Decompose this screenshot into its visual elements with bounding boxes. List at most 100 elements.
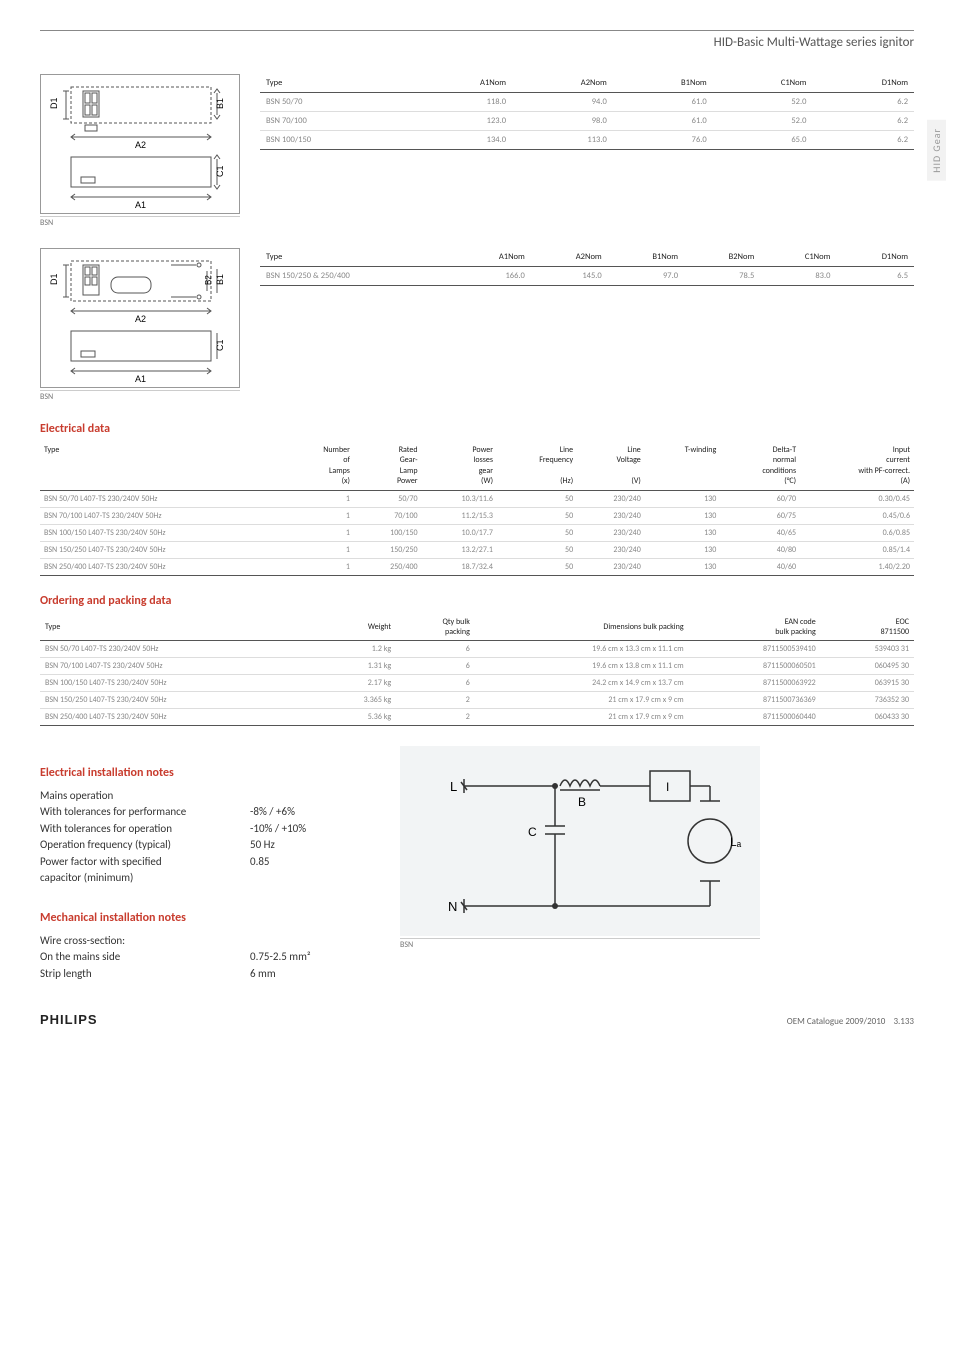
table-cell: BSN 100/150 bbox=[260, 131, 411, 150]
table-cell: 83.0 bbox=[760, 267, 836, 286]
label-c1-2: C1 bbox=[215, 339, 225, 351]
label-d1: D1 bbox=[49, 97, 59, 109]
table-cell: BSN 250/400 L407-TS 230/240V 50Hz bbox=[40, 708, 317, 725]
table-row: BSN 70/100 L407-TS 230/240V 50Hz170/1001… bbox=[40, 507, 914, 524]
table-cell: 60/75 bbox=[720, 507, 800, 524]
table-cell: 134.0 bbox=[411, 131, 512, 150]
spec-label: With tolerances for operation bbox=[40, 821, 250, 838]
label-a1-2: A1 bbox=[135, 374, 146, 384]
label-b1: B1 bbox=[215, 98, 225, 109]
table-cell: 130 bbox=[645, 490, 720, 507]
table-cell: 130 bbox=[645, 541, 720, 558]
table-cell: 19.6 cm x 13.3 cm x 11.1 cm bbox=[475, 640, 689, 657]
table-cell: 736352 30 bbox=[821, 691, 914, 708]
spec-value: 0.85 bbox=[250, 854, 270, 871]
table-cell: 50 bbox=[497, 507, 577, 524]
table-cell: 50 bbox=[497, 490, 577, 507]
table-header: Weight bbox=[317, 614, 396, 641]
table-cell: 230/240 bbox=[577, 541, 645, 558]
table-cell: 2.17 kg bbox=[317, 674, 396, 691]
table-header: Powerlossesgear(W) bbox=[422, 442, 497, 490]
label-a2-2: A2 bbox=[135, 314, 146, 324]
table-cell: 8711500060440 bbox=[689, 708, 821, 725]
label-la: Lₐ bbox=[730, 835, 742, 849]
table-cell: 118.0 bbox=[411, 93, 512, 112]
brand-logo: PHILIPS bbox=[40, 1012, 98, 1027]
table-cell: BSN 70/100 L407-TS 230/240V 50Hz bbox=[40, 657, 317, 674]
table-cell: 65.0 bbox=[713, 131, 813, 150]
table-cell: BSN 50/70 L407-TS 230/240V 50Hz bbox=[40, 490, 288, 507]
table-header: LineFrequency(Hz) bbox=[497, 442, 577, 490]
table-cell: 230/240 bbox=[577, 507, 645, 524]
table-row: BSN 150/250 L407-TS 230/240V 50Hz1150/25… bbox=[40, 541, 914, 558]
spec-value: 50 Hz bbox=[250, 837, 275, 854]
table-cell: 130 bbox=[645, 558, 720, 575]
table-cell: 150/250 bbox=[354, 541, 422, 558]
table-cell: 166.0 bbox=[454, 267, 531, 286]
table-cell: 0.85/1.4 bbox=[800, 541, 914, 558]
table-row: BSN 250/400 L407-TS 230/240V 50Hz1250/40… bbox=[40, 558, 914, 575]
table-cell: 8711500736369 bbox=[689, 691, 821, 708]
diagram-bsn-1: D1 B1 A2 C1 bbox=[40, 74, 240, 214]
table-electrical: TypeNumberofLamps(x)RatedGear-LampPowerP… bbox=[40, 442, 914, 576]
table-header: C1Nom bbox=[713, 74, 813, 93]
spec-row: Mains operation bbox=[40, 788, 360, 805]
table-cell: 2 bbox=[396, 708, 475, 725]
table-cell: 123.0 bbox=[411, 112, 512, 131]
spec-row: On the mains side0.75-2.5 mm² bbox=[40, 949, 360, 966]
footer-text: OEM Catalogue 2009/2010 3.133 bbox=[787, 1016, 914, 1027]
table-cell: 0.6/0.85 bbox=[800, 524, 914, 541]
table-cell: 50/70 bbox=[354, 490, 422, 507]
label-b: B bbox=[578, 795, 586, 809]
table-cell: 61.0 bbox=[613, 93, 713, 112]
table-header: Type bbox=[40, 614, 317, 641]
table-cell: 6 bbox=[396, 640, 475, 657]
table-header: A2Nom bbox=[531, 248, 608, 267]
table-header: B1Nom bbox=[613, 74, 713, 93]
label-c: C bbox=[528, 825, 537, 839]
table-cell: 250/400 bbox=[354, 558, 422, 575]
spec-value: -10% / +10% bbox=[250, 821, 306, 838]
page-title: HID-Basic Multi-Wattage series ignitor bbox=[40, 35, 914, 50]
table-cell: 18.7/32.4 bbox=[422, 558, 497, 575]
spec-label: Mains operation bbox=[40, 788, 250, 805]
table-cell: 1 bbox=[288, 558, 354, 575]
spec-row: With tolerances for operation-10% / +10% bbox=[40, 821, 360, 838]
table-cell: BSN 70/100 bbox=[260, 112, 411, 131]
table-row: BSN 150/250 & 250/400166.0145.097.078.58… bbox=[260, 267, 914, 286]
table-cell: 060495 30 bbox=[821, 657, 914, 674]
table-cell: 21 cm x 17.9 cm x 9 cm bbox=[475, 708, 689, 725]
table-cell: 6.5 bbox=[836, 267, 914, 286]
table-cell: 13.2/27.1 bbox=[422, 541, 497, 558]
table-cell: 060433 30 bbox=[821, 708, 914, 725]
table-cell: 24.2 cm x 14.9 cm x 13.7 cm bbox=[475, 674, 689, 691]
table-cell: 1 bbox=[288, 490, 354, 507]
table-cell: 5.36 kg bbox=[317, 708, 396, 725]
table-cell: 1 bbox=[288, 541, 354, 558]
label-c1: C1 bbox=[215, 165, 225, 177]
table-cell: 11.2/15.3 bbox=[422, 507, 497, 524]
table-header: Type bbox=[260, 74, 411, 93]
heading-elec-notes: Electrical installation notes bbox=[40, 764, 360, 782]
label-b1-2: B1 bbox=[215, 274, 225, 285]
table-cell: 1.40/2.20 bbox=[800, 558, 914, 575]
table-cell: BSN 250/400 L407-TS 230/240V 50Hz bbox=[40, 558, 288, 575]
table-cell: 6.2 bbox=[812, 93, 914, 112]
table-header: NumberofLamps(x) bbox=[288, 442, 354, 490]
table-cell: 98.0 bbox=[512, 112, 613, 131]
table-cell: 6.2 bbox=[812, 112, 914, 131]
table-cell: 230/240 bbox=[577, 490, 645, 507]
table-row: BSN 70/100 L407-TS 230/240V 50Hz1.31 kg6… bbox=[40, 657, 914, 674]
table-cell: 1.2 kg bbox=[317, 640, 396, 657]
table-header: D1Nom bbox=[812, 74, 914, 93]
table-row: BSN 50/70118.094.061.052.06.2 bbox=[260, 93, 914, 112]
circuit-diagram: L B I Lₐ bbox=[400, 746, 760, 936]
table-cell: 52.0 bbox=[713, 112, 813, 131]
spec-label: On the mains side bbox=[40, 949, 250, 966]
table-row: BSN 150/250 L407-TS 230/240V 50Hz3.365 k… bbox=[40, 691, 914, 708]
heading-electrical: Electrical data bbox=[40, 422, 914, 436]
table-cell: 1.31 kg bbox=[317, 657, 396, 674]
table-header: Qty bulkpacking bbox=[396, 614, 475, 641]
table-cell: 10.0/17.7 bbox=[422, 524, 497, 541]
table-dimensions-1: TypeA1NomA2NomB1NomC1NomD1Nom BSN 50/701… bbox=[260, 74, 914, 150]
